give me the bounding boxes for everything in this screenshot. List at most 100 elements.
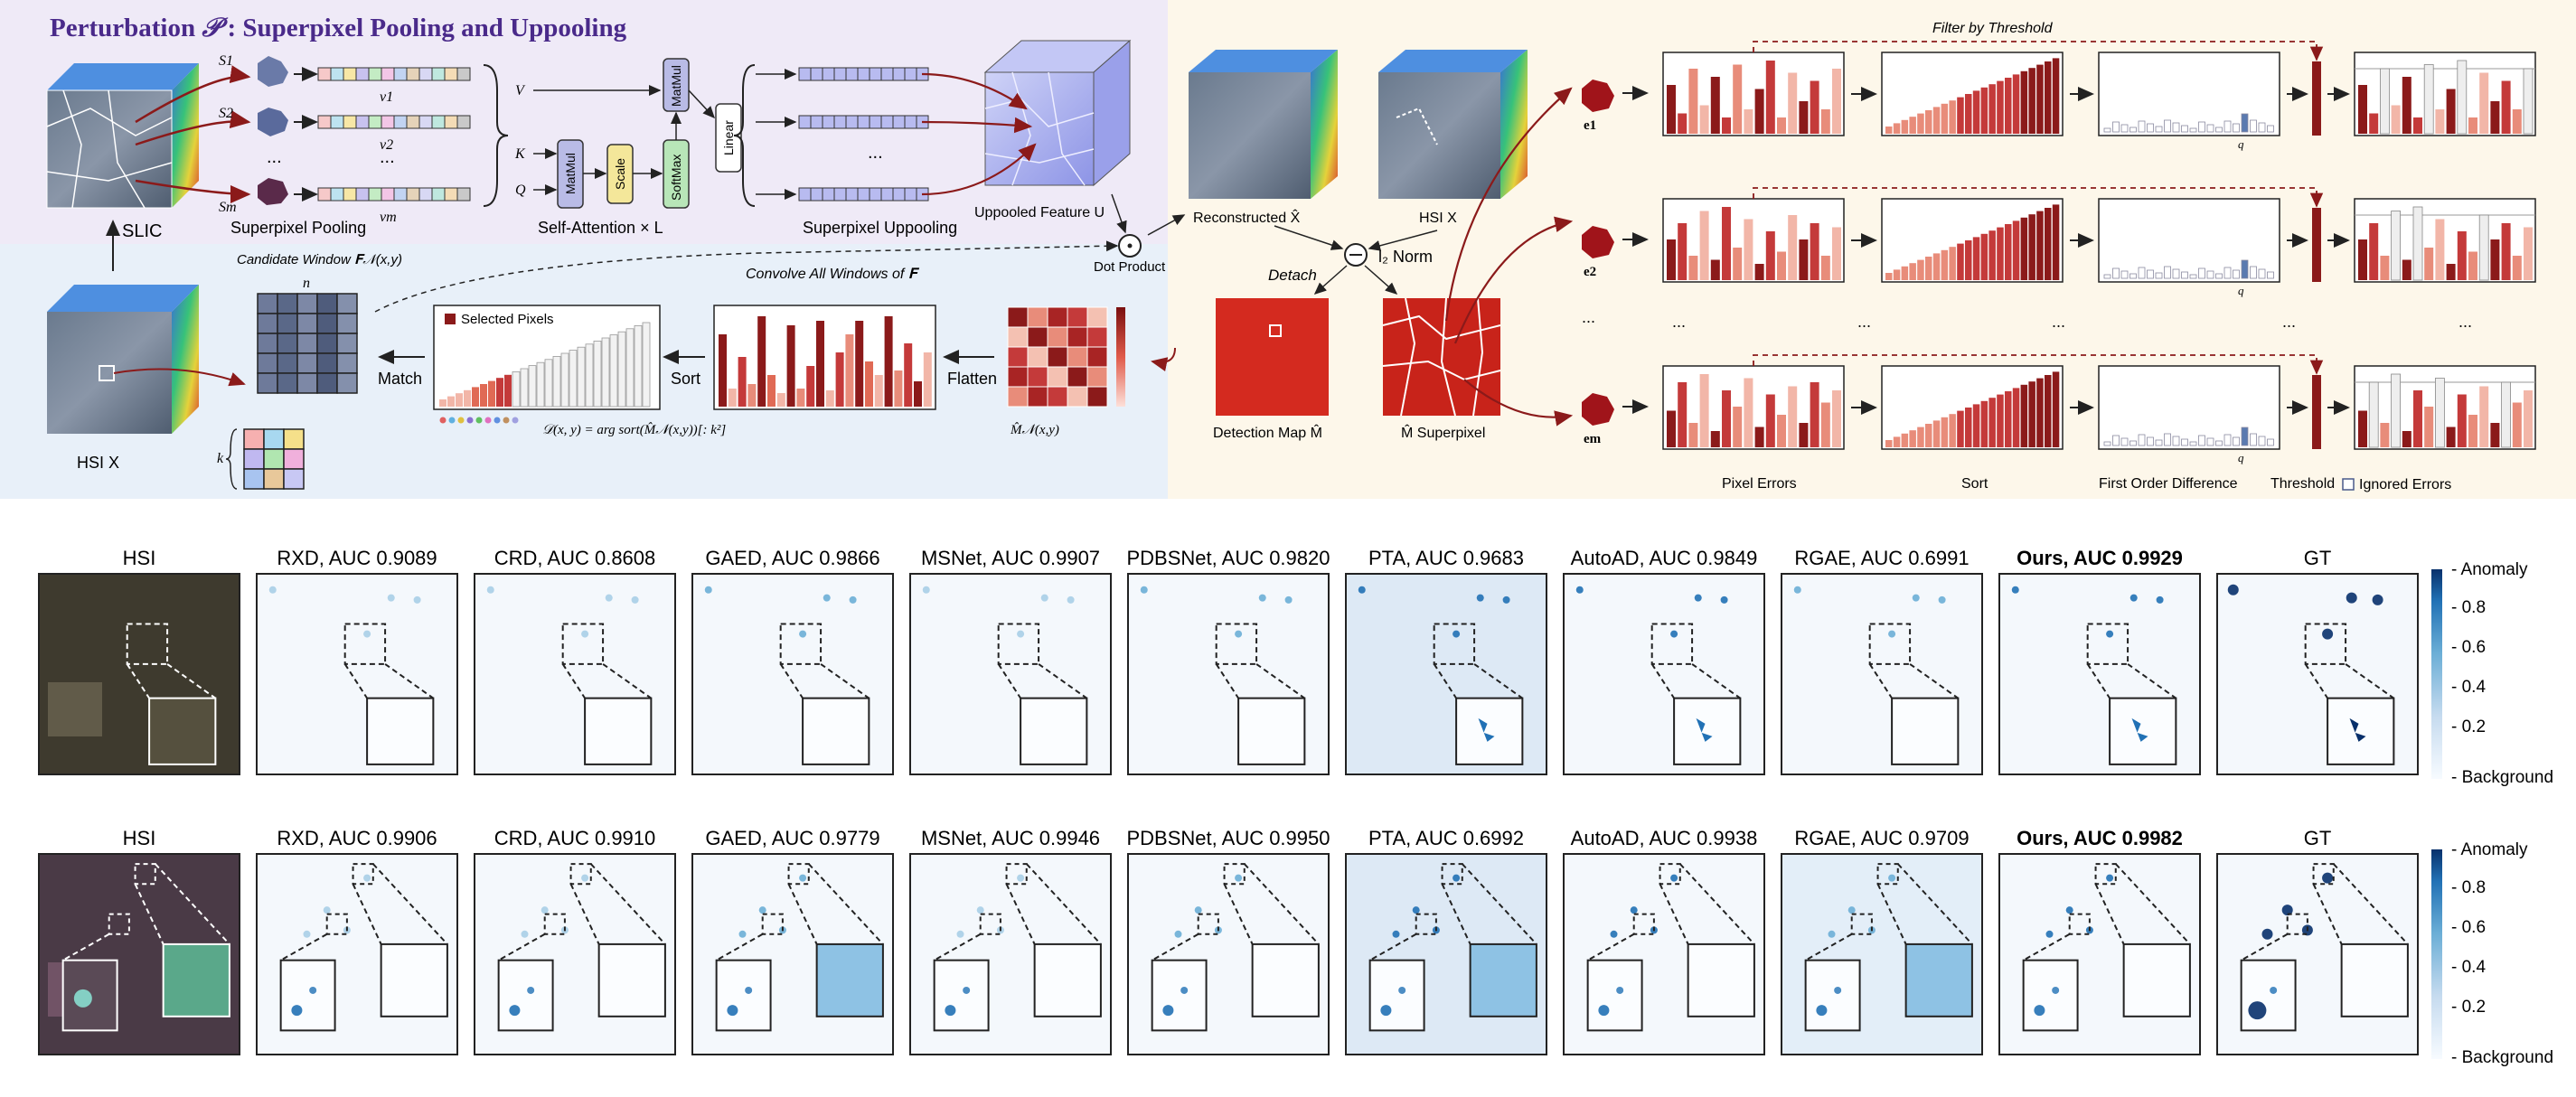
diff-bar xyxy=(2215,440,2223,446)
heat-cell xyxy=(1007,366,1029,388)
diff-bar xyxy=(2198,121,2205,133)
selected-pixel-bar xyxy=(609,334,618,408)
diff-bar xyxy=(2233,269,2240,279)
panel-title: PDBSNet, AUC 0.9950 xyxy=(1126,827,1330,849)
superpixel-uppooling-label: Superpixel Uppooling xyxy=(803,219,957,237)
zoom-line xyxy=(602,663,652,699)
feature-cell xyxy=(456,67,471,81)
convolve-label: Convolve All Windows of 𝐅 xyxy=(746,267,920,282)
candidate-cell xyxy=(257,352,278,374)
anomaly-spot xyxy=(2346,592,2357,604)
pixel-error-bar xyxy=(1832,390,1841,447)
diff-bar xyxy=(2112,121,2120,133)
feature-cell xyxy=(444,67,458,81)
diff-bar xyxy=(2120,124,2129,133)
diff-bar xyxy=(2215,127,2223,133)
panel-title: RXD, AUC 0.9906 xyxy=(277,827,437,849)
hsi-x-cube-right xyxy=(1378,50,1528,199)
colorbar-tick: - 0.6 xyxy=(2451,918,2486,937)
zoom-line xyxy=(997,663,1021,699)
anomaly-spot xyxy=(1040,594,1048,602)
pixel-error-bar xyxy=(1733,64,1743,134)
colorbar-tick: - 0.2 xyxy=(2451,717,2486,736)
selected-pixel-bar xyxy=(569,350,578,408)
anomaly-spot xyxy=(323,906,331,914)
zoom-box xyxy=(1151,959,1208,1032)
zoom-box xyxy=(380,942,448,1017)
filtered-bar xyxy=(2402,259,2411,280)
pixel-dot xyxy=(457,417,465,424)
sorted-bar xyxy=(2052,371,2060,447)
window-error-bar xyxy=(835,352,844,407)
zoom-box xyxy=(162,942,230,1017)
diff-bar xyxy=(2129,127,2137,133)
window-error-bar xyxy=(874,375,883,407)
zoom-source xyxy=(2286,913,2308,935)
zoom-source xyxy=(2086,623,2129,665)
filtered-bar xyxy=(2369,223,2379,280)
sorted-bar xyxy=(1965,94,1972,134)
filtered-bar xyxy=(2358,239,2367,280)
sorted-bar xyxy=(1988,84,1996,134)
diff-bar xyxy=(2129,440,2137,446)
zoom-box xyxy=(1455,697,1524,765)
zoom-spot xyxy=(73,989,92,1008)
anomaly-spot xyxy=(2261,928,2273,940)
anomaly-spot xyxy=(2372,594,2383,605)
q-label: Q xyxy=(515,183,526,198)
sort-label: Sort xyxy=(671,370,700,388)
superpixel-blob xyxy=(1582,80,1614,112)
filtered-bar xyxy=(2369,113,2379,134)
sorted-bar xyxy=(1988,230,1996,280)
sorted-bar xyxy=(2012,220,2020,280)
selected-pixel-bar xyxy=(480,384,487,407)
pixel-error-bar xyxy=(1699,374,1709,447)
anomaly-spot xyxy=(1670,630,1678,638)
q-label: q xyxy=(2238,284,2244,297)
zoom-source xyxy=(352,863,374,886)
zoom-box xyxy=(1368,959,1425,1032)
panel-title: GAED, AUC 0.9866 xyxy=(705,547,879,569)
pixel-dot xyxy=(484,417,492,424)
anomaly-spot xyxy=(1610,930,1618,938)
sorted-bar xyxy=(1932,107,1941,134)
sorted-errors-chart xyxy=(1881,198,2064,283)
filter-arrow xyxy=(1753,354,2324,375)
diff-bar xyxy=(2206,124,2214,133)
anomaly-spot xyxy=(581,630,589,638)
candidate-cell xyxy=(316,333,338,354)
filter-arrow xyxy=(1753,187,2324,208)
zoom-line xyxy=(2345,663,2394,699)
zoom-line xyxy=(2094,883,2125,945)
filtered-bar xyxy=(2402,431,2411,447)
result-panel xyxy=(1781,573,1983,775)
sorted-bar xyxy=(1949,247,1956,280)
anomaly-spot xyxy=(1140,586,1148,594)
anomaly-spot xyxy=(1888,874,1896,882)
sorted-bar xyxy=(2045,61,2052,134)
sorted-bar xyxy=(1980,400,1988,447)
candidate-cell xyxy=(296,313,318,334)
zoom-line xyxy=(2333,863,2409,945)
k-label: K xyxy=(514,146,526,162)
heat-cell xyxy=(1086,386,1108,408)
anomaly-spot xyxy=(1888,630,1896,638)
uppooled-cell xyxy=(833,115,847,129)
heat-cell xyxy=(1007,346,1029,368)
zoom-line xyxy=(134,883,165,945)
uppooled-feature-cube xyxy=(921,39,1132,196)
feature-cell xyxy=(381,187,395,202)
diff-bar xyxy=(2258,268,2266,279)
panel-title: GT xyxy=(2304,547,2332,569)
zoom-spot xyxy=(2248,1001,2267,1020)
diff-bar xyxy=(2258,122,2266,133)
sorted-bar xyxy=(1885,127,1893,134)
pixel-error-bar xyxy=(1810,223,1819,280)
diff-bar xyxy=(2120,270,2129,279)
anomaly-spot xyxy=(2129,594,2138,602)
heat-cell xyxy=(1027,366,1048,388)
filtered-bar xyxy=(2478,214,2489,281)
diff-bar xyxy=(2215,273,2223,279)
matmul-2: MatMul xyxy=(669,65,683,107)
pixel-error-bar xyxy=(1678,223,1688,280)
